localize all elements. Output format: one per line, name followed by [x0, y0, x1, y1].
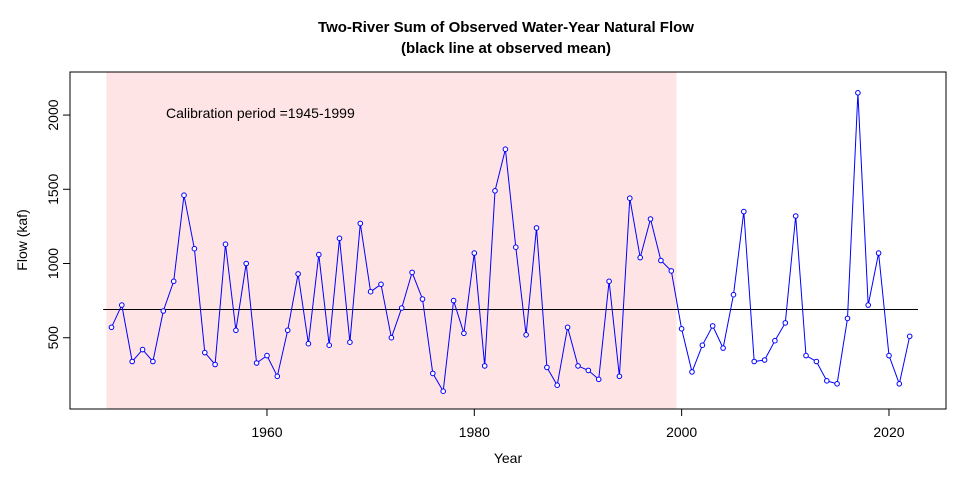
data-point: [875, 250, 882, 256]
data-point: [253, 360, 260, 366]
series-line: [111, 92, 911, 393]
data-point: [502, 146, 509, 152]
data-point: [709, 323, 716, 329]
data-point: [233, 327, 239, 334]
data-point: [119, 302, 125, 308]
x-tick-label: 1960: [251, 424, 282, 440]
y-tick-label: 1000: [45, 248, 61, 279]
data-point: [751, 358, 758, 365]
data-point: [160, 308, 167, 314]
data-point: [129, 358, 135, 365]
data-point: [357, 220, 364, 227]
data-point: [326, 342, 333, 349]
y-tick-label: 2000: [45, 99, 61, 130]
x-axis: 1960 1980 2000 2020: [251, 408, 905, 440]
y-tick-label: 1500: [45, 174, 61, 205]
data-point: [689, 369, 695, 375]
data-point: [419, 296, 426, 302]
data-point: [243, 260, 249, 267]
data-point: [792, 213, 799, 219]
data-point: [544, 364, 550, 371]
y-axis-title: Flow (kaf): [14, 209, 30, 270]
data-point: [430, 370, 436, 377]
data-point: [305, 340, 312, 347]
data-point: [409, 269, 415, 276]
data-point: [616, 373, 623, 380]
data-point: [202, 349, 208, 356]
data-point: [336, 235, 343, 242]
data-point: [782, 320, 789, 326]
data-point: [170, 278, 177, 285]
data-point: [896, 381, 903, 387]
data-point: [367, 288, 374, 295]
data-point: [772, 337, 778, 344]
data-point: [181, 192, 187, 198]
data-point: [678, 326, 685, 332]
data-point: [658, 257, 664, 264]
data-point: [886, 352, 892, 359]
data-point: [585, 367, 592, 374]
data-point: [284, 327, 291, 334]
data-point: [606, 278, 612, 285]
data-point: [595, 376, 602, 383]
data-point: [730, 291, 737, 298]
chart-title: Two-River Sum of Observed Water-Year Nat…: [318, 19, 694, 36]
data-point: [761, 357, 768, 363]
chart-subtitle: (black line at observed mean): [401, 40, 611, 57]
data-point: [523, 332, 529, 338]
data-point: [388, 334, 395, 341]
data-point: [855, 90, 861, 96]
y-tick-label: 500: [45, 326, 61, 350]
data-point: [554, 382, 561, 389]
data-point: [316, 251, 322, 258]
x-axis-title: Year: [494, 450, 523, 466]
x-tick-label: 2020: [873, 424, 904, 440]
data-point: [150, 358, 156, 365]
data-point: [347, 339, 353, 346]
data-point: [492, 188, 498, 194]
data-point: [668, 268, 675, 274]
series-points: [108, 90, 913, 395]
data-point: [222, 241, 229, 247]
data-point: [699, 342, 706, 349]
data-point: [533, 225, 540, 231]
data-point: [378, 281, 384, 288]
data-point: [834, 381, 840, 387]
data-point: [139, 346, 146, 353]
data-point: [844, 315, 851, 322]
data-point: [274, 373, 281, 380]
data-point: [440, 388, 447, 395]
calibration-annotation: Calibration period =1945-1999: [166, 105, 355, 121]
data-point: [741, 208, 747, 215]
data-point: [481, 363, 488, 369]
data-point: [627, 195, 633, 201]
data-point: [461, 330, 467, 337]
data-point: [803, 352, 809, 359]
data-point: [564, 324, 571, 331]
data-point: [865, 302, 872, 308]
data-point: [647, 216, 654, 222]
data-point: [191, 245, 198, 252]
data-point: [906, 333, 913, 340]
data-point: [295, 271, 301, 277]
data-point: [813, 358, 820, 365]
data-point: [471, 250, 478, 256]
data-point: [513, 244, 519, 250]
data-point: [637, 254, 644, 261]
data-point: [108, 324, 115, 331]
data-point: [450, 297, 457, 304]
x-tick-label: 1980: [459, 424, 490, 440]
data-point: [824, 378, 830, 384]
x-tick-label: 2000: [666, 424, 697, 440]
data-point: [720, 345, 726, 351]
calibration-shade: [106, 72, 677, 409]
data-point: [575, 363, 581, 369]
data-point: [398, 305, 405, 311]
y-axis: 500 1000 1500 2000: [45, 99, 71, 350]
data-point: [212, 361, 218, 368]
data-point: [264, 352, 270, 359]
